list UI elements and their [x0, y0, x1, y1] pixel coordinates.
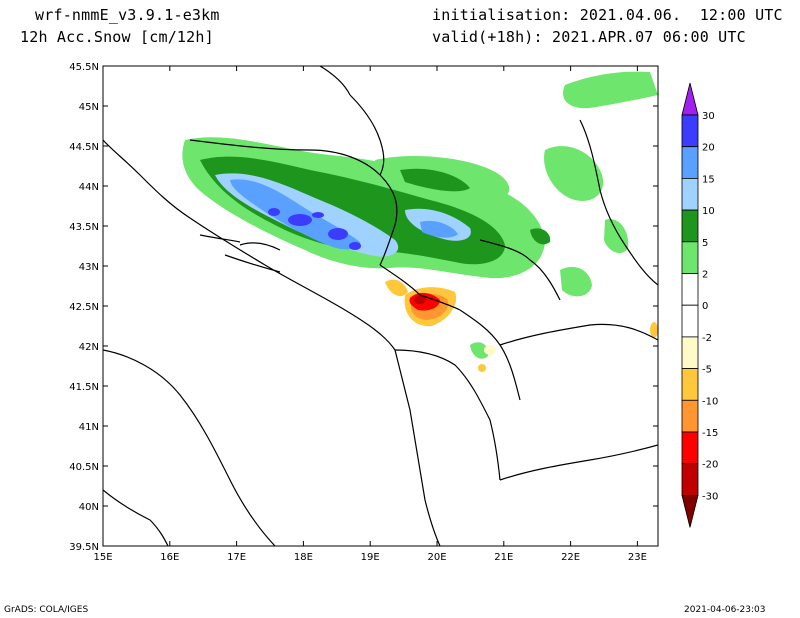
colorbar-bin — [681, 304, 699, 338]
snow-field — [182, 71, 658, 372]
snow-core-5 — [312, 212, 324, 218]
colorbar-top-arrow — [681, 82, 699, 116]
lon-label: 17E — [227, 552, 246, 563]
snow-region-2to5-d — [562, 71, 658, 109]
border-croatia-bosnia — [189, 139, 381, 176]
lon-label: 23E — [628, 552, 647, 563]
melt-region-5to10-a — [385, 279, 408, 297]
melt-region-edge — [650, 322, 658, 338]
island-1 — [239, 242, 281, 251]
lon-label: 22E — [561, 552, 580, 563]
melt-region-2to5 — [484, 345, 496, 355]
colorbar-label: -5 — [702, 365, 712, 376]
border-serbia-romania-bulgaria — [579, 119, 658, 286]
lon-axis: 15E 16E 17E 18E 19E 20E 21E 22E 23E — [93, 66, 647, 563]
model-title: wrf-nmmE_v3.9.1-e3km — [35, 6, 220, 24]
snow-region-2to5-c — [544, 146, 604, 201]
lat-label: 40N — [79, 502, 99, 513]
footer-left: GrADS: COLA/IGES — [4, 605, 89, 615]
colorbar-label: -30 — [702, 491, 718, 502]
border-macedonia-bulgaria — [499, 323, 658, 346]
border-bosnia-serbia — [379, 174, 398, 266]
field-title: 12h Acc.Snow [cm/12h] — [20, 28, 214, 46]
snow-core-2 — [328, 228, 348, 240]
melt-core — [414, 296, 426, 304]
snow-region-15to20 — [230, 179, 361, 250]
lat-label: 42.5N — [69, 302, 99, 313]
lat-label: 44.5N — [69, 142, 99, 153]
lat-label: 44N — [79, 182, 99, 193]
colorbar-bin — [681, 241, 699, 274]
colorbar-bin — [681, 177, 699, 211]
snow-region-5to10-c — [530, 228, 551, 245]
plot-area — [103, 66, 658, 546]
snow-region-2to5-f — [604, 219, 629, 254]
colorbar-bin — [681, 273, 699, 306]
lat-label: 39.5N — [69, 542, 99, 553]
colorbar-bin — [681, 368, 699, 401]
lat-label: 42N — [79, 342, 99, 353]
colorbar-label: -2 — [702, 333, 712, 344]
colorbar-bin — [681, 209, 699, 243]
lon-label: 19E — [361, 552, 380, 563]
snow-region-5to10-b — [400, 168, 470, 192]
colorbar-label: 0 — [702, 301, 708, 312]
border-croatia-serbia — [349, 94, 385, 176]
init-time: initialisation: 2021.04.06. 12:00 UTC — [432, 6, 783, 24]
melt-region-small — [478, 364, 486, 372]
valid-time: valid(+18h): 2021.APR.07 06:00 UTC — [432, 28, 746, 46]
colorbar-bottom-arrow — [681, 494, 699, 528]
colorbar-bin — [681, 336, 699, 369]
lat-label: 41N — [79, 422, 99, 433]
snow-region-2to5-e — [560, 266, 592, 297]
colorbar-label: -10 — [702, 396, 718, 407]
lat-label: 41.5N — [69, 382, 99, 393]
coastlines-borders — [103, 66, 658, 546]
lon-label: 21E — [494, 552, 513, 563]
lon-label: 16E — [160, 552, 179, 563]
colorbar-label: 2 — [702, 270, 708, 281]
border-kosovo — [479, 239, 561, 301]
colorbar-bin — [681, 114, 699, 148]
colorbar-bin — [681, 463, 699, 496]
colorbar-label: 5 — [702, 238, 708, 249]
colorbar-label: 20 — [702, 143, 715, 154]
border-albania — [394, 349, 501, 481]
snow-core-3 — [268, 208, 280, 216]
island-2 — [224, 254, 281, 273]
colorbar-label: -15 — [702, 428, 718, 439]
colorbar-label: -20 — [702, 460, 718, 471]
snow-core-1 — [288, 214, 312, 226]
lat-label: 45.5N — [69, 62, 99, 73]
colorbar-label: 15 — [702, 174, 715, 185]
lat-label: 45N — [79, 102, 99, 113]
coastline-adriatic — [103, 139, 441, 546]
lon-label: 20E — [427, 552, 446, 563]
snow-region-2to5-g — [470, 342, 489, 359]
footer-right: 2021-04-06-23:03 — [684, 605, 766, 615]
island-3 — [199, 234, 241, 243]
coastline-italy-south — [103, 489, 169, 546]
border-greece — [499, 444, 658, 481]
colorbar-bin — [681, 399, 699, 433]
lat-axis: 45.5N 45N 44.5N 44N 43.5N 43N 42.5N 42N 41.5N 41N… — [69, 62, 658, 553]
lon-label: 18E — [294, 552, 313, 563]
colorbar-label: 10 — [702, 206, 715, 217]
lat-label: 43.5N — [69, 222, 99, 233]
snow-region-15to20-b — [420, 220, 458, 238]
lat-label: 43N — [79, 262, 99, 273]
colorbar-bin — [681, 146, 699, 179]
colorbar-label: 30 — [702, 111, 715, 122]
lon-label: 15E — [93, 552, 112, 563]
colorbar-bin — [681, 431, 699, 465]
border-hungary — [319, 66, 351, 96]
coastline-italy — [103, 349, 276, 546]
lat-label: 40.5N — [69, 462, 99, 473]
snow-core-4 — [349, 242, 361, 250]
border-montenegro — [379, 264, 461, 311]
